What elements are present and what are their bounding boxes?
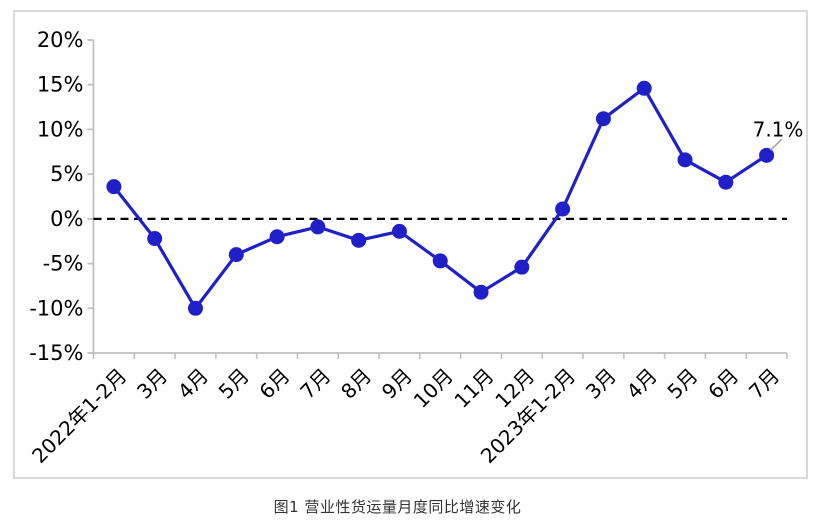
data-point-marker [595,111,611,127]
y-axis-tick-label: -5% [43,252,84,276]
y-axis-tick-label: -15% [29,341,83,365]
x-axis-tick-label: 5月 [214,364,254,404]
y-axis-tick-label: -10% [29,296,83,320]
data-series-line [112,86,769,310]
data-point-marker [228,247,244,263]
data-point-marker [351,232,367,248]
data-point-marker [147,231,163,247]
data-point-marker [106,179,122,195]
chart-panel [13,10,808,479]
freight-growth-line-chart: 20%15%10%5%0%-5%-10%-15%2022年1-2月 3月 4月 5月 6… [27,28,804,468]
data-point-marker [269,229,285,245]
data-point-marker [636,80,652,96]
x-axis-tick-label: 7月 [295,364,335,404]
x-axis-tick-label: 6月 [254,364,294,404]
data-point-marker [310,219,326,235]
y-axis-tick-label: 5% [50,162,83,186]
x-axis-tick-label: 4月 [622,364,662,404]
y-axis-tick-label: 10% [37,117,84,141]
x-axis-tick-label: 11月 [449,364,498,413]
x-axis-tick-label: 7月 [744,364,784,404]
x-axis-tick-label: 8月 [336,364,376,404]
x-axis-tick-label: 2022年1-2月 [27,364,131,468]
data-point-marker [718,174,734,190]
y-axis-tick-label: 15% [37,73,84,97]
data-point-marker [391,223,407,239]
annotation-leader-line [770,138,783,151]
data-point-marker [432,253,448,269]
data-point-marker [555,201,571,217]
y-axis-tick-label: 20% [37,28,84,52]
annotation-label: 7.1% [753,117,804,141]
data-point-marker [759,147,775,163]
chart-caption: 图1 营业性货运量月度同比增速变化 [273,498,522,516]
x-axis-tick-label: 10月 [409,364,458,413]
data-point-marker [473,284,489,300]
data-point-marker [514,259,530,275]
x-axis-tick-label: 3月 [581,364,621,404]
x-axis-tick-label: 3月 [132,364,172,404]
y-axis-tick-label: 0% [50,207,83,231]
x-axis-tick-label: 5月 [662,364,702,404]
data-point-marker [677,152,693,168]
x-axis-tick-label: 4月 [173,364,213,404]
x-axis-tick-label: 6月 [703,364,743,404]
data-point-marker [187,300,203,316]
